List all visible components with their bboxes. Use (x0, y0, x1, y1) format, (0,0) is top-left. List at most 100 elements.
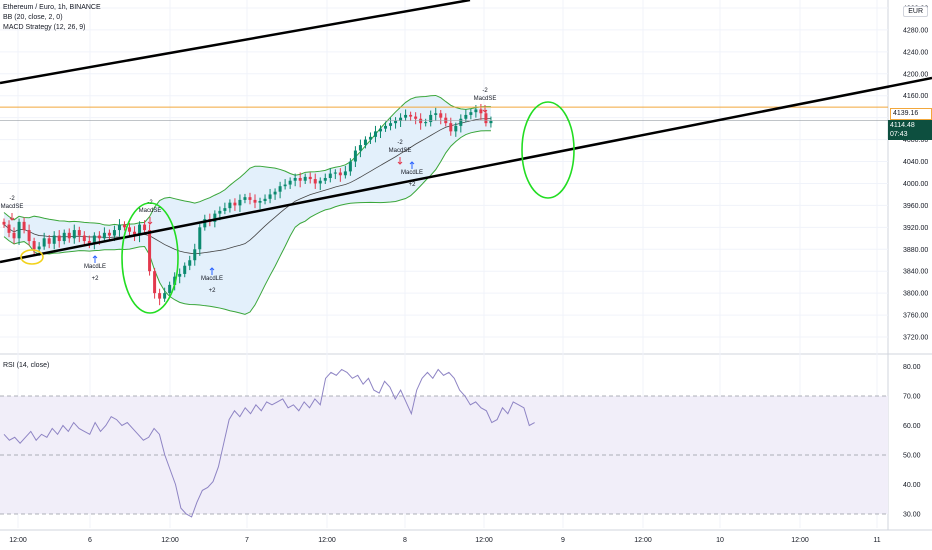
candle-body (368, 136, 372, 140)
candle (479, 103, 483, 120)
candle-body (253, 199, 257, 203)
candle-body (32, 241, 36, 250)
candle-body (228, 202, 232, 209)
price-tick-label: 4000.00 (903, 181, 928, 188)
candle-body (17, 221, 21, 239)
candle-body (258, 201, 262, 203)
candle-body (102, 232, 106, 239)
candle (343, 165, 347, 179)
candle (138, 221, 142, 243)
candle-body (188, 260, 192, 266)
up-arrow-icon (92, 255, 98, 263)
candle (373, 125, 377, 143)
candle-body (414, 116, 418, 119)
candle (273, 188, 277, 200)
time-tick-label: 12:00 (634, 537, 652, 544)
rsi-tick-label: 50.00 (903, 453, 921, 460)
down-arrow-icon (9, 213, 15, 221)
bb-upper-band (3, 94, 491, 226)
candle-body (469, 112, 473, 115)
candle (42, 232, 46, 250)
rsi-indicator-label: RSI (14, close) (3, 362, 50, 369)
currency-button[interactable]: EUR (903, 6, 928, 17)
price-tick-label: 4200.00 (903, 71, 928, 78)
candle (22, 217, 26, 234)
candle (77, 226, 81, 243)
candle (298, 172, 302, 188)
candle-body (112, 230, 116, 236)
candle-body (143, 224, 147, 231)
candle (238, 194, 242, 212)
candle (323, 173, 327, 185)
candle-body (479, 109, 483, 114)
candle-body (7, 224, 11, 233)
candle-body (213, 213, 217, 222)
price-tick-label: 3800.00 (903, 291, 928, 298)
price-tick-label: 3720.00 (903, 335, 928, 342)
candle (52, 231, 56, 250)
candle-body (484, 113, 488, 124)
candle-body (429, 114, 433, 123)
candle (308, 172, 312, 184)
bb-indicator-label: BB (20, close, 2, 0) (3, 14, 63, 21)
price-tick-label: 4240.00 (903, 49, 928, 56)
candle (188, 255, 192, 271)
candle-body (52, 235, 56, 244)
rsi-tick-label: 60.00 (903, 423, 921, 430)
macd-long-signal: +2 MacdLE (401, 161, 423, 188)
candle-body (489, 120, 493, 124)
candle-body (122, 224, 126, 228)
candle (454, 122, 458, 137)
candle (72, 224, 76, 244)
signal-value: -2 (9, 196, 15, 202)
candle (92, 232, 96, 250)
candle (268, 188, 272, 204)
candle-body (173, 276, 177, 285)
macd-long-signal: +2 MacdLE (201, 267, 223, 294)
candle-body (263, 198, 267, 202)
signal-label: MacdSE (474, 96, 497, 102)
time-tick-label: 12:00 (161, 537, 179, 544)
candle-body (153, 271, 157, 294)
candle (67, 228, 71, 243)
candle-body (464, 114, 468, 119)
candle-body (37, 246, 41, 250)
candle-body (248, 197, 252, 200)
signal-label: MacdSE (389, 148, 412, 154)
candle-body (233, 202, 237, 206)
candle-body (238, 199, 242, 206)
candle-body (168, 284, 172, 294)
price-tick-label: 4080.00 (903, 137, 928, 144)
macd-signals: -2 MacdSE +2 MacdLE -2 MacdSE +2 MacdLE -2 MacdSE… (1, 88, 497, 294)
candle (128, 222, 131, 237)
signal-label: MacdSE (139, 208, 162, 214)
candle-body (298, 177, 302, 181)
candle-body (303, 176, 307, 181)
candle (133, 226, 137, 242)
candle (288, 177, 292, 189)
candle-body (22, 221, 26, 231)
time-tick-label: 12:00 (475, 537, 493, 544)
candle (153, 267, 157, 299)
candle-body (439, 113, 443, 118)
candle (303, 173, 307, 185)
signal-value: +2 (209, 288, 217, 294)
signal-value: -2 (482, 88, 488, 94)
rsi-line (3, 368, 535, 518)
time-tick-label: 12:00 (791, 537, 809, 544)
candle (223, 202, 227, 215)
signal-label: MacdLE (401, 170, 423, 176)
candle (193, 243, 197, 266)
highlight-circle (121, 202, 179, 314)
candle (87, 235, 91, 249)
annotation-drawings (0, 0, 932, 314)
current-price-value: 4114.48 (890, 122, 915, 129)
candle (358, 139, 362, 158)
candle (439, 109, 443, 125)
candle (228, 199, 232, 213)
candle (168, 281, 172, 298)
candle-body (92, 235, 96, 244)
candle (368, 132, 372, 144)
candle (384, 121, 388, 132)
